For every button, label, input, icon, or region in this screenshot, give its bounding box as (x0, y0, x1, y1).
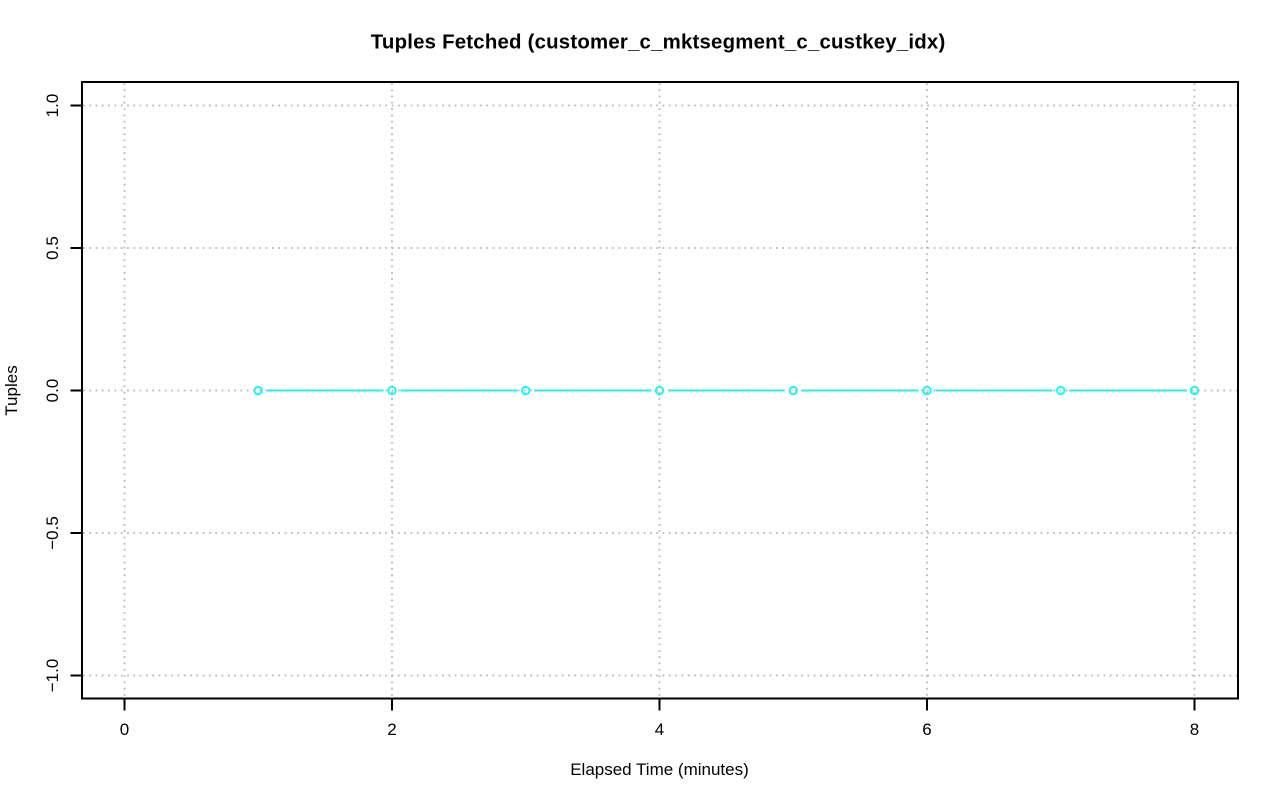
svg-text:6: 6 (922, 720, 931, 739)
svg-text:Tuples: Tuples (2, 365, 21, 415)
svg-text:1.0: 1.0 (43, 94, 62, 118)
svg-text:−0.5: −0.5 (43, 516, 62, 550)
svg-text:2: 2 (387, 720, 396, 739)
svg-text:0: 0 (120, 720, 129, 739)
svg-text:−1.0: −1.0 (43, 659, 62, 693)
svg-text:0.5: 0.5 (43, 236, 62, 260)
svg-text:4: 4 (655, 720, 664, 739)
svg-text:0.0: 0.0 (43, 379, 62, 403)
svg-text:Tuples Fetched (customer_c_mkt: Tuples Fetched (customer_c_mktsegment_c_… (371, 32, 946, 54)
svg-text:8: 8 (1190, 720, 1199, 739)
svg-text:Elapsed Time (minutes): Elapsed Time (minutes) (570, 760, 749, 779)
